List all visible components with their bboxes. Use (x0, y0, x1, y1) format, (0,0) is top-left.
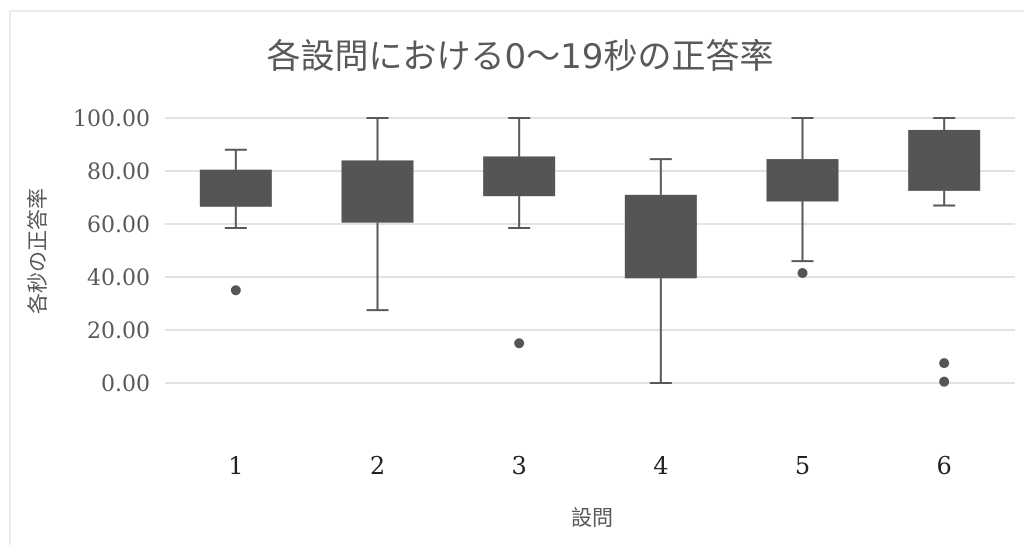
y-tick-label: 40.00 (87, 266, 150, 291)
iqr-box (624, 194, 697, 279)
gridlines (165, 117, 1015, 384)
x-axis-ticks: 1 2 3 4 5 6 (228, 452, 952, 480)
x-tick-label: 5 (795, 452, 810, 480)
chart-title: 各設問における0〜19秒の正答率 (267, 37, 774, 77)
box-5 (766, 117, 839, 279)
outlier-point (797, 268, 808, 279)
x-tick-label: 1 (228, 452, 243, 480)
y-axis-title: 各秒の正答率 (26, 188, 50, 314)
outlier-point (514, 338, 525, 349)
y-tick-label: 100.00 (73, 107, 150, 132)
y-tick-label: 80.00 (87, 160, 150, 185)
box-3 (483, 117, 556, 349)
iqr-box (341, 160, 414, 223)
box-2 (341, 117, 414, 312)
outlier-point (230, 285, 241, 296)
box-1 (199, 148, 272, 296)
iqr-box (199, 169, 272, 207)
y-tick-label: 20.00 (87, 319, 150, 344)
y-axis-ticks: 0.00 20.00 40.00 60.00 80.00 100.00 (73, 107, 150, 397)
outlier-point (939, 376, 950, 387)
box-6 (908, 117, 981, 387)
iqr-box (766, 159, 839, 202)
x-tick-label: 6 (937, 452, 952, 480)
y-tick-label: 0.00 (101, 372, 150, 397)
x-tick-label: 4 (653, 452, 668, 480)
x-axis-title: 設問 (571, 506, 613, 530)
outlier-point (939, 358, 950, 369)
iqr-box (483, 156, 556, 197)
x-tick-label: 2 (370, 452, 385, 480)
iqr-box (908, 129, 981, 191)
boxes (199, 117, 981, 387)
y-tick-label: 60.00 (87, 213, 150, 238)
box-4 (624, 158, 697, 384)
x-tick-label: 3 (512, 452, 527, 480)
